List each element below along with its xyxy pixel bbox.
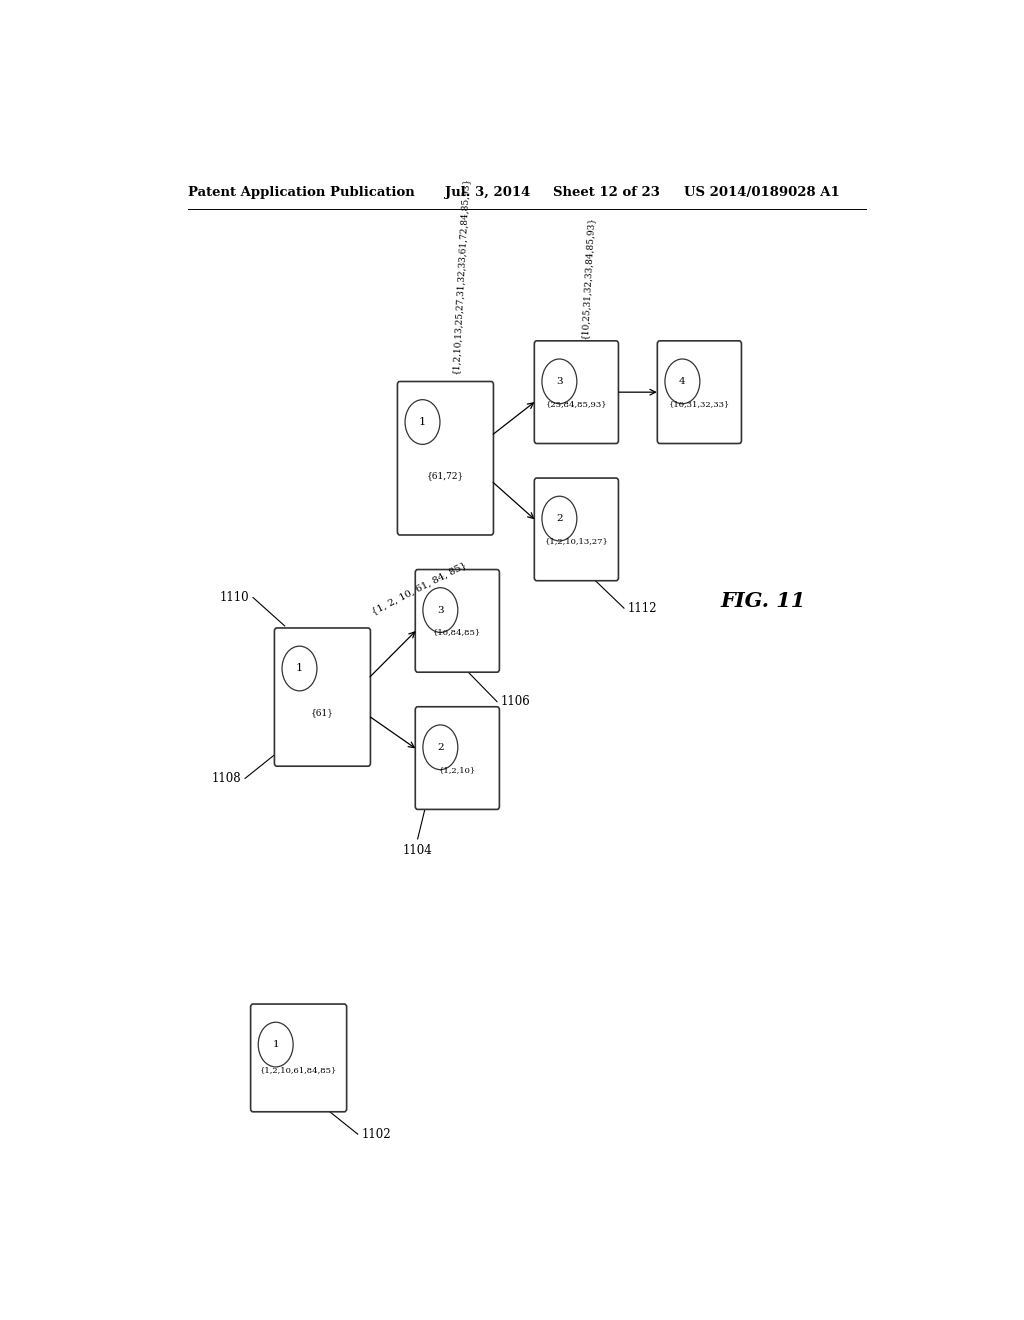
FancyBboxPatch shape	[657, 341, 741, 444]
Circle shape	[423, 587, 458, 632]
Text: 3: 3	[437, 606, 443, 615]
Text: Patent Application Publication: Patent Application Publication	[187, 186, 415, 199]
Circle shape	[258, 1022, 293, 1067]
Text: {1,2,10}: {1,2,10}	[438, 766, 476, 774]
Text: {1,2,10,61,84,85}: {1,2,10,61,84,85}	[260, 1067, 337, 1074]
FancyBboxPatch shape	[274, 628, 371, 766]
FancyBboxPatch shape	[535, 478, 618, 581]
Text: {25,84,85,93}: {25,84,85,93}	[546, 400, 607, 408]
Text: {61}: {61}	[311, 709, 334, 718]
Circle shape	[282, 645, 317, 690]
Circle shape	[542, 496, 577, 541]
Text: {1,2,10,13,27}: {1,2,10,13,27}	[545, 537, 608, 545]
Text: Sheet 12 of 23: Sheet 12 of 23	[553, 186, 659, 199]
FancyBboxPatch shape	[416, 569, 500, 672]
Circle shape	[406, 400, 440, 445]
Text: 1112: 1112	[628, 602, 657, 615]
Text: 1: 1	[296, 664, 303, 673]
FancyBboxPatch shape	[535, 341, 618, 444]
FancyBboxPatch shape	[397, 381, 494, 535]
Circle shape	[423, 725, 458, 770]
FancyBboxPatch shape	[416, 706, 500, 809]
Text: FIG. 11: FIG. 11	[720, 590, 806, 611]
Text: 1104: 1104	[402, 843, 432, 857]
Text: 2: 2	[556, 513, 563, 523]
Circle shape	[542, 359, 577, 404]
Text: {61,72}: {61,72}	[427, 471, 464, 480]
Text: 4: 4	[679, 378, 686, 385]
Text: {1,2,10,13,25,27,31,32,33,61,72,84,85,93}: {1,2,10,13,25,27,31,32,33,61,72,84,85,93…	[452, 177, 471, 375]
Text: {10,25,31,32,33,84,85,93}: {10,25,31,32,33,84,85,93}	[581, 215, 596, 339]
Text: 3: 3	[556, 378, 563, 385]
Text: {10,84,85}: {10,84,85}	[433, 628, 481, 636]
Circle shape	[665, 359, 699, 404]
Text: {1, 2, 10, 61, 84, 85}: {1, 2, 10, 61, 84, 85}	[370, 560, 468, 616]
Text: 1102: 1102	[361, 1127, 391, 1140]
Text: 2: 2	[437, 743, 443, 752]
Text: 1: 1	[419, 417, 426, 428]
Text: 1: 1	[272, 1040, 279, 1049]
Text: Jul. 3, 2014: Jul. 3, 2014	[445, 186, 530, 199]
FancyBboxPatch shape	[251, 1005, 347, 1111]
Text: {10,31,32,33}: {10,31,32,33}	[669, 400, 730, 408]
Text: 1106: 1106	[501, 696, 530, 708]
Text: 1108: 1108	[212, 772, 241, 785]
Text: 1110: 1110	[219, 591, 249, 605]
Text: US 2014/0189028 A1: US 2014/0189028 A1	[684, 186, 840, 199]
